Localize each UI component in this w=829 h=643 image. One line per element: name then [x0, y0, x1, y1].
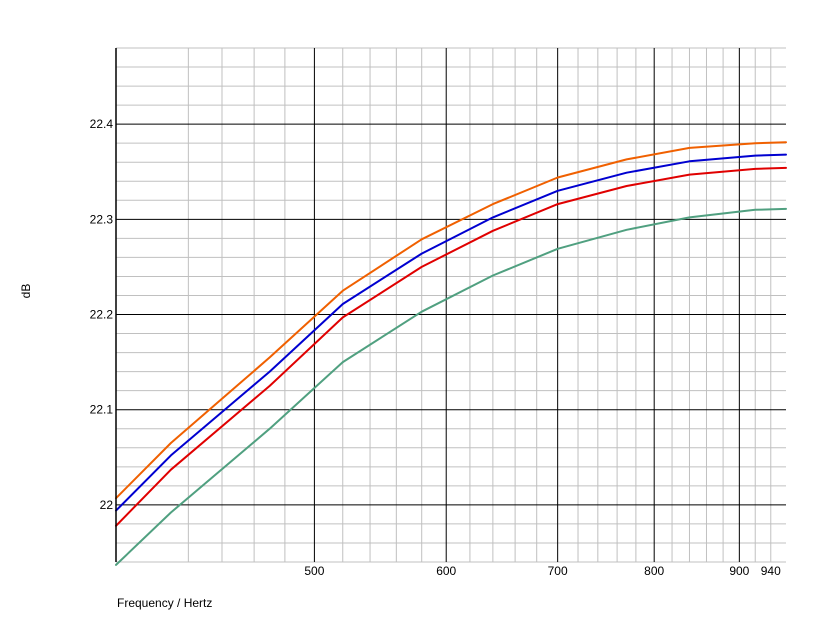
y-axis-title: dB: [19, 284, 33, 299]
x-tick-label: 700: [548, 564, 568, 578]
y-tick-label: 22.4: [90, 117, 114, 131]
x-tick-label: 900: [729, 564, 749, 578]
series-line-2: [115, 153, 787, 512]
series-line-3: [115, 166, 787, 527]
x-tick-label: 940: [761, 564, 781, 578]
x-tick-labels: 500 600 700 800 900 940: [304, 564, 781, 578]
series-layer: [115, 141, 787, 566]
x-tick-label: 600: [436, 564, 456, 578]
x-tick-label: 800: [644, 564, 664, 578]
x-axis-title: Frequency / Hertz: [117, 596, 212, 610]
x-tick-label: 500: [304, 564, 324, 578]
y-tick-label: 22.1: [90, 403, 114, 417]
series-line-1: [115, 141, 787, 500]
y-tick-label: 22.2: [90, 308, 114, 322]
major-grid: [116, 48, 786, 562]
series-line-4: [115, 207, 787, 566]
minor-grid: [116, 47, 786, 563]
y-tick-label: 22.3: [90, 212, 114, 226]
y-tick-labels: 22 22.1 22.2 22.3 22.4: [90, 117, 114, 512]
y-tick-label: 22: [100, 498, 114, 512]
